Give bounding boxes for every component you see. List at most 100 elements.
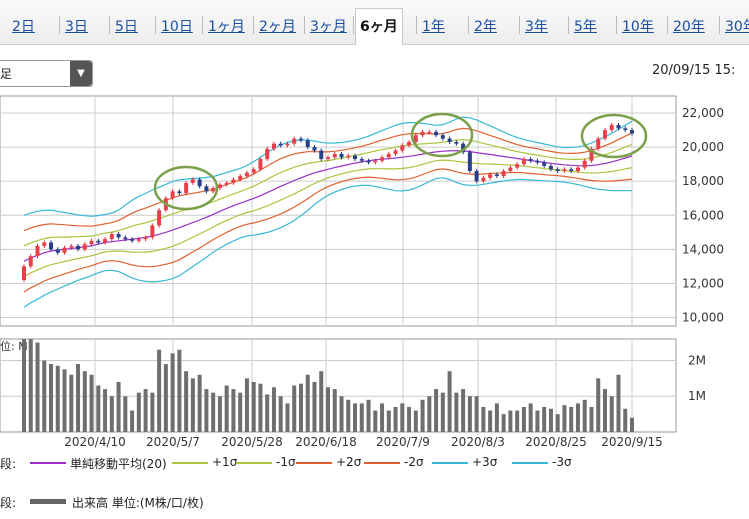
- volume-bar: [271, 387, 276, 432]
- band-minus3-line: [23, 177, 632, 308]
- volume-bar: [494, 403, 499, 432]
- tab-period-0[interactable]: 2日: [12, 19, 35, 35]
- tab-separator: [353, 16, 354, 34]
- candle: [197, 179, 202, 187]
- y-tick-label: 20,000: [682, 140, 724, 154]
- tab-period-13[interactable]: 20年: [673, 19, 705, 35]
- candle: [278, 143, 283, 146]
- candle: [265, 148, 270, 160]
- tab-period-14[interactable]: 30年: [725, 19, 749, 35]
- candle: [305, 140, 310, 148]
- volume-bar: [298, 383, 303, 432]
- candle: [123, 237, 128, 240]
- chart-type-select[interactable]: 足 ▼: [0, 60, 93, 87]
- legend-label: -1σ: [276, 455, 296, 469]
- candle: [103, 239, 108, 243]
- candle: [258, 159, 263, 170]
- volume-bar: [386, 410, 391, 432]
- candle: [575, 167, 580, 171]
- period-tab-bar: 2日 3日 5日 10日 1ヶ月 2ヶ月 3ヶ月 6ヶ月 1年 2年 3年 5年 10年 20年 30年: [0, 0, 749, 45]
- legend-label: -2σ: [404, 455, 424, 469]
- select-label: 足: [0, 67, 13, 81]
- y-tick-label: 10,000: [682, 310, 724, 324]
- volume-bar: [170, 353, 175, 432]
- y-tick-label: 22,000: [682, 106, 724, 120]
- volume-bar: [434, 389, 439, 432]
- volume-bar: [82, 371, 87, 432]
- candle: [488, 174, 493, 178]
- tab-period-5[interactable]: 2ヶ月: [259, 19, 296, 35]
- volume-bar: [562, 405, 567, 432]
- volume-bar: [184, 371, 189, 432]
- tab-period-7[interactable]: 6ヶ月: [355, 8, 403, 45]
- volume-bar: [609, 396, 614, 432]
- candle: [42, 242, 47, 246]
- candle: [501, 170, 506, 177]
- legend-label: 出来高 単位:(M株/口/枚): [72, 496, 204, 510]
- x-tick-label: 2020/7/9: [376, 435, 430, 449]
- legend-swatch: [236, 462, 272, 464]
- tab-period-10[interactable]: 3年: [525, 19, 548, 35]
- volume-bar: [481, 406, 486, 432]
- candle: [224, 182, 229, 185]
- candle: [130, 239, 135, 241]
- volume-bar: [623, 408, 628, 432]
- volume-bar: [339, 396, 344, 432]
- tab-period-3[interactable]: 10日: [161, 19, 193, 35]
- tab-period-2[interactable]: 5日: [115, 19, 138, 35]
- tab-separator: [519, 16, 520, 34]
- candle: [190, 179, 195, 183]
- tab-period-8[interactable]: 1年: [422, 19, 445, 35]
- volume-bar: [28, 339, 33, 432]
- candle: [312, 147, 317, 151]
- tab-separator: [253, 16, 254, 34]
- volume-bar: [312, 381, 317, 432]
- volume-bar: [211, 392, 216, 432]
- volume-bar: [143, 389, 148, 432]
- volume-bar: [244, 378, 249, 432]
- highlight-circle: [410, 112, 474, 158]
- volume-bar: [542, 406, 547, 432]
- candle: [548, 165, 553, 170]
- volume-tick-label: 2M: [688, 353, 706, 367]
- volume-bar: [69, 374, 74, 432]
- volume-bar: [163, 364, 168, 432]
- volume-bar: [150, 392, 155, 432]
- volume-bar: [575, 403, 580, 432]
- volume-bar: [35, 342, 40, 432]
- tab-separator: [667, 16, 668, 34]
- tab-separator: [616, 16, 617, 34]
- candle: [602, 130, 607, 139]
- tab-period-6[interactable]: 3ヶ月: [310, 19, 347, 35]
- tab-period-4[interactable]: 1ヶ月: [208, 19, 245, 35]
- volume-bar: [407, 406, 412, 432]
- tab-period-9[interactable]: 2年: [474, 19, 497, 35]
- candle: [494, 174, 499, 177]
- candle: [49, 242, 54, 250]
- band-minus1-line: [23, 159, 633, 278]
- tab-period-12[interactable]: 10年: [622, 19, 654, 35]
- legend-swatch: [512, 462, 548, 464]
- candle: [508, 167, 513, 171]
- volume-bar: [55, 365, 60, 432]
- candle: [630, 130, 634, 134]
- y-tick-label: 18,000: [682, 174, 724, 188]
- tab-period-1[interactable]: 3日: [65, 19, 88, 35]
- x-tick-label: 2020/6/18: [295, 435, 357, 449]
- volume-bar: [461, 389, 466, 432]
- candle: [285, 143, 290, 146]
- x-tick-label: 2020/9/15: [601, 435, 663, 449]
- candle: [380, 157, 385, 161]
- candle: [481, 177, 486, 182]
- volume-bar: [197, 374, 202, 432]
- volume-bar: [123, 396, 128, 432]
- volume-bar: [231, 389, 236, 432]
- chevron-down-icon[interactable]: ▼: [70, 61, 92, 86]
- volume-bar: [116, 381, 121, 432]
- tab-period-11[interactable]: 5年: [574, 19, 597, 35]
- volume-bar: [535, 410, 540, 432]
- tab-separator: [568, 16, 569, 34]
- volume-bar: [521, 406, 526, 432]
- x-tick-label: 2020/4/10: [64, 435, 126, 449]
